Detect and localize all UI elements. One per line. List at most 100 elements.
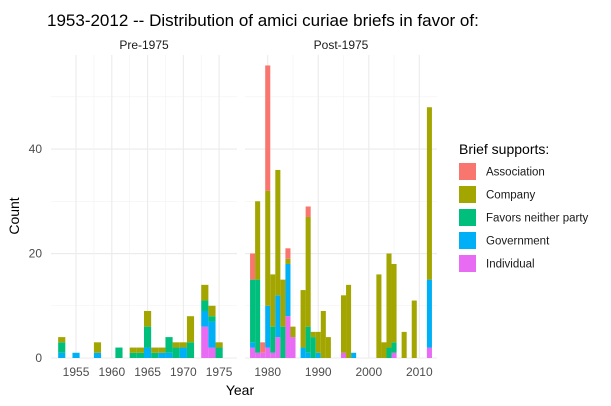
bar-segment-favors-neither-party [208, 316, 216, 322]
legend-key [459, 232, 476, 249]
bar-segment-individual [208, 347, 216, 358]
legend-key [459, 186, 476, 203]
bar-1981 [270, 274, 276, 358]
bar-segment-government [165, 352, 173, 358]
legend-items: Association Company Favors neither party Go… [459, 163, 589, 272]
x-tick-label: 1960 [98, 365, 125, 379]
bar-segment-favors-neither-party [270, 326, 276, 353]
bar-1995 [341, 295, 347, 358]
bar-segment-favors-neither-party [115, 347, 123, 358]
bar-segment-favors-neither-party [58, 342, 66, 353]
bar-segment-government [315, 352, 321, 358]
x-tick-label: 1990 [305, 365, 332, 379]
x-axis-label: Year [226, 382, 255, 398]
panel-label: Post-1975 [314, 38, 369, 52]
bar-1996 [346, 284, 352, 358]
legend-key [459, 255, 476, 272]
legend-label: Favors neither party [486, 213, 589, 225]
bar-segment-favors-neither-party [186, 342, 195, 358]
bar-segment-company [172, 342, 180, 348]
bar-segment-company [144, 310, 152, 327]
bar-1992 [325, 337, 331, 358]
bar-segment-favors-neither-party [151, 352, 159, 358]
bar-segment-company [426, 107, 432, 280]
legend-item-company: Company [459, 186, 535, 203]
panel-label: Pre-1975 [119, 38, 169, 52]
bar-segment-company [300, 290, 306, 348]
bar-1975 [215, 342, 223, 358]
bar-1958 [93, 342, 102, 358]
bar-segment-favors-neither-party [310, 337, 316, 358]
bar-segment-individual [391, 352, 397, 358]
bar-segment-government [285, 263, 291, 317]
legend-item-individual: Individual [459, 255, 535, 272]
y-tick-label: 20 [29, 247, 43, 261]
bar-segment-company [285, 258, 291, 264]
bar-1973 [201, 284, 209, 358]
bar-1964 [136, 347, 144, 358]
bar-segment-individual [260, 352, 266, 358]
bar-segment-favors-neither-party [391, 342, 397, 353]
bar-segment-favors-neither-party [136, 352, 144, 358]
bar-segment-government [275, 295, 281, 338]
bar-2012 [426, 107, 432, 358]
bar-segment-favors-neither-party [165, 337, 173, 353]
bar-segment-favors-neither-party [250, 279, 256, 343]
bar-segment-government [179, 347, 187, 358]
bar-1988 [305, 206, 311, 358]
bar-1991 [320, 310, 326, 358]
bar-segment-company [151, 347, 159, 353]
bar-segment-individual [290, 337, 296, 358]
legend-item-favors-neither-party: Favors neither party [459, 209, 589, 226]
bar-segment-association [250, 253, 256, 280]
bar-1990 [315, 331, 321, 358]
bar-segment-company [93, 342, 102, 353]
bar-segment-company [201, 284, 209, 301]
bar-segment-company [341, 295, 347, 353]
bar-segment-government [158, 352, 166, 358]
bar-1984 [285, 248, 291, 358]
bar-segment-government [201, 310, 209, 327]
bar-1967 [158, 347, 166, 358]
bar-segment-government [250, 342, 256, 348]
bar-segment-individual [201, 326, 209, 358]
bar-1982 [275, 169, 281, 358]
x-tick-label: 1965 [134, 365, 161, 379]
bar-1977 [250, 253, 256, 358]
bar-1965 [144, 310, 152, 358]
x-tick-label: 1955 [63, 365, 90, 379]
bar-segment-government [305, 352, 311, 358]
panel-1: Post-1975 1980 1990 2000 2010 [245, 38, 437, 379]
bar-segment-individual [341, 352, 347, 358]
bar-2003 [381, 342, 387, 358]
legend-key [459, 209, 476, 226]
bar-segment-individual [426, 347, 432, 358]
bar-segment-company [290, 326, 296, 338]
bar-1971 [186, 316, 195, 358]
bar-segment-company [255, 201, 261, 280]
bar-1961 [115, 347, 123, 358]
bar-segment-company [411, 300, 417, 358]
bar-2002 [376, 274, 382, 358]
bar-segment-company [310, 331, 316, 338]
bar-segment-company [179, 342, 187, 348]
legend-label: Individual [486, 259, 535, 271]
bar-segment-company [346, 284, 352, 358]
bar-segment-company [315, 331, 321, 353]
bar-segment-company [381, 342, 387, 358]
bar-segment-favors-neither-party [305, 326, 311, 353]
legend: Brief supports: Association Company Favors… [459, 141, 589, 272]
bar-1980 [265, 65, 271, 358]
bar-segment-individual [275, 337, 281, 358]
bar-1953 [58, 337, 66, 358]
bar-1989 [310, 331, 316, 358]
bar-segment-favors-neither-party [386, 347, 392, 358]
legend-label: Government [486, 236, 550, 248]
bar-1979 [260, 342, 266, 358]
legend-item-association: Association [459, 163, 545, 180]
bar-segment-government [300, 347, 306, 358]
bar-1997 [351, 352, 357, 358]
bar-segment-company [305, 216, 311, 327]
bar-segment-government [426, 279, 432, 348]
